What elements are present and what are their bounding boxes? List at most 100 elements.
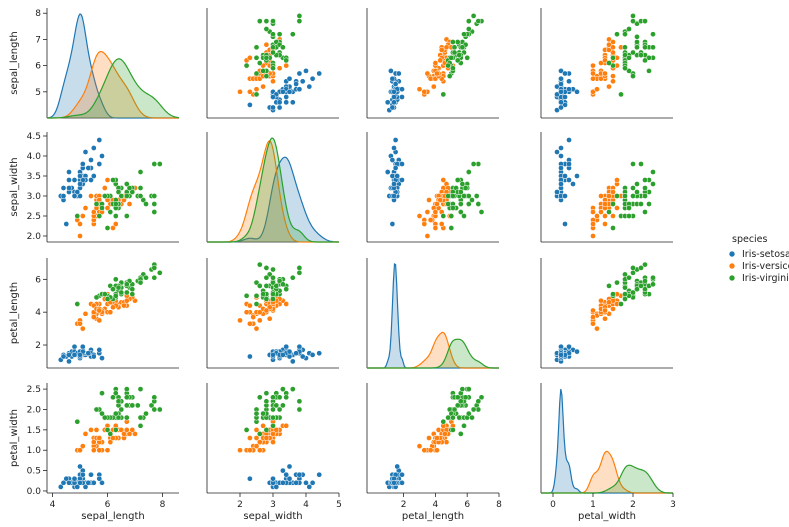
x-tick-label: 4 (433, 500, 439, 510)
scatter-point (123, 193, 130, 199)
scatter-point (256, 317, 263, 324)
scatter-point (112, 213, 119, 219)
scatter-point (438, 221, 445, 227)
scatter-point (399, 471, 405, 478)
scatter-point (440, 213, 447, 219)
scatter-point (622, 291, 628, 297)
scatter-point (104, 447, 111, 454)
scatter-point (123, 414, 130, 421)
scatter-point (256, 394, 263, 401)
scatter-point (634, 181, 640, 187)
scatter-point (90, 353, 97, 360)
scatter-point (247, 435, 253, 441)
scatter-point (104, 205, 111, 211)
scatter-point (606, 193, 612, 199)
scatter-point (558, 165, 564, 171)
scatter-point (590, 88, 596, 95)
scatter-point (79, 161, 86, 167)
scatter-point (570, 181, 576, 187)
scatter-point (286, 348, 293, 355)
scatter-point (66, 169, 72, 175)
scatter-point (416, 86, 423, 93)
scatter-point (590, 62, 596, 69)
scatter-point (260, 410, 266, 417)
y-tick-label: 5 (35, 88, 41, 98)
scatter-point (283, 343, 290, 350)
scatter-point (253, 410, 260, 417)
scatter-point (457, 189, 464, 195)
scatter-point (634, 286, 640, 293)
scatter-point (253, 301, 260, 307)
scatter-point (112, 427, 119, 433)
panel-1-2 (366, 132, 499, 243)
scatter-point (451, 406, 458, 413)
scatter-point (626, 68, 632, 74)
scatter-point (148, 402, 155, 409)
scatter-point (71, 177, 78, 183)
scatter-point (626, 213, 632, 219)
scatter-point (450, 39, 456, 45)
scatter-point (303, 68, 309, 74)
scatter-point (96, 435, 103, 441)
x-tick-label: 8 (160, 500, 166, 510)
kde-area-iris-versicolor (541, 451, 673, 493)
scatter-point (610, 62, 616, 69)
scatter-point (454, 177, 461, 183)
scatter-point (622, 284, 628, 291)
scatter-point (74, 484, 81, 490)
scatter-point (118, 289, 125, 296)
scatter-point (143, 201, 149, 207)
scatter-point (465, 193, 472, 199)
scatter-point (263, 296, 270, 302)
scatter-point (270, 475, 276, 482)
scatter-point (253, 325, 260, 332)
scatter-point (71, 352, 78, 358)
scatter-point (642, 278, 648, 284)
scatter-point (459, 386, 466, 392)
scatter-point (77, 320, 83, 327)
scatter-point (99, 479, 105, 486)
kde-area-iris-virginica (541, 465, 673, 493)
scatter-point (66, 358, 72, 365)
scatter-point (316, 70, 323, 77)
scatter-point (74, 213, 81, 219)
scatter-point (77, 221, 83, 227)
scatter-point (459, 44, 466, 51)
scatter-point (115, 398, 122, 405)
scatter-point (151, 209, 158, 215)
scatter-point (280, 386, 286, 392)
scatter-point (93, 201, 100, 207)
panel-0-2 (366, 8, 499, 119)
scatter-point (123, 281, 130, 288)
scatter-point (554, 91, 560, 98)
x-tick-label: 6 (464, 500, 470, 510)
scatter-point (118, 193, 125, 199)
scatter-point (256, 18, 263, 24)
scatter-point (123, 402, 130, 409)
scatter-point (634, 44, 640, 51)
scatter-point (270, 352, 276, 358)
scatter-point (79, 343, 86, 350)
scatter-point (151, 161, 158, 167)
scatter-point (286, 475, 293, 482)
scatter-point (243, 292, 250, 299)
scatter-point (399, 94, 405, 100)
panel-3-1: 2 3 4 5 sepal_width (206, 383, 342, 522)
scatter-point (437, 197, 444, 203)
scatter-point (642, 57, 648, 64)
scatter-point (434, 447, 440, 454)
scatter-point (450, 193, 456, 199)
scatter-point (270, 296, 276, 302)
scatter-point (554, 83, 560, 90)
scatter-point (270, 65, 276, 72)
scatter-point (470, 161, 477, 167)
scatter-point (137, 169, 144, 175)
scatter-point (473, 193, 480, 199)
scatter-point (289, 31, 296, 38)
scatter-point (118, 427, 125, 433)
y-tick-label: 4.5 (27, 132, 41, 142)
scatter-point (90, 479, 97, 486)
scatter-point (448, 213, 455, 219)
scatter-point (112, 201, 119, 207)
scatter-point (112, 410, 119, 417)
